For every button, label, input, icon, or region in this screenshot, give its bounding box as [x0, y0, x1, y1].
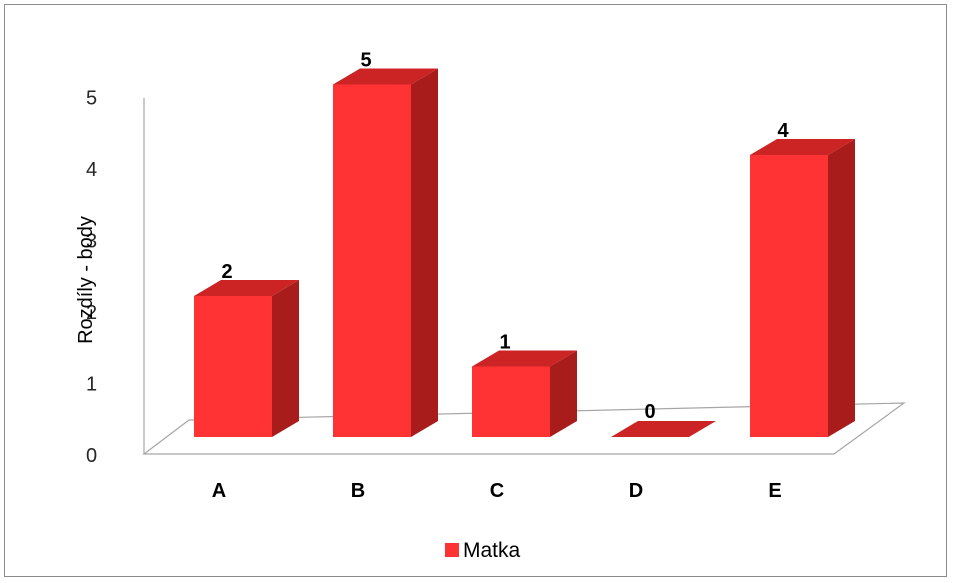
- bar-top: [472, 350, 577, 367]
- bar-side: [828, 139, 855, 437]
- bar-side: [272, 280, 299, 437]
- bar-side: [411, 68, 438, 437]
- bar-top: [611, 421, 716, 437]
- chart-floor: [142, 98, 906, 455]
- bar-front: [750, 155, 828, 437]
- y-tick-label: 3: [86, 231, 97, 253]
- bar-side: [550, 350, 577, 437]
- bar-front: [333, 84, 411, 437]
- data-label: 1: [499, 332, 510, 354]
- y-tick-label: 2: [86, 302, 97, 324]
- x-tick-label: C: [490, 480, 504, 502]
- bar-front: [194, 296, 272, 437]
- bar-A: [194, 280, 299, 437]
- bar-top: [750, 139, 855, 155]
- data-labels: 2 5 1 0 4: [221, 50, 789, 424]
- bars: [194, 68, 855, 437]
- data-label: 2: [221, 261, 232, 283]
- y-tick-label: 1: [86, 374, 97, 396]
- x-axis-categories: A B C D E: [212, 480, 782, 502]
- floor-plane: [142, 402, 906, 455]
- y-tick-label: 4: [86, 159, 97, 181]
- bar-B: [333, 68, 438, 437]
- data-label: 5: [360, 50, 371, 72]
- data-label: 0: [644, 401, 655, 423]
- data-label: 4: [777, 120, 789, 142]
- legend: Matka: [445, 539, 521, 562]
- x-tick-label: B: [351, 480, 365, 502]
- bar-D: [611, 421, 716, 437]
- bar-front: [472, 366, 550, 437]
- bar-top: [194, 280, 299, 296]
- x-tick-label: D: [629, 480, 643, 502]
- y-axis-label: Rozdíly - body: [75, 216, 97, 344]
- bar-C: [472, 350, 577, 437]
- legend-swatch: [445, 543, 459, 557]
- y-tick-label: 5: [86, 88, 97, 110]
- bar-top: [333, 68, 438, 85]
- y-tick-label: 0: [86, 445, 97, 467]
- y-axis-ticks: 0 1 2 3 4 5: [86, 88, 97, 468]
- bar-E: [750, 139, 855, 437]
- x-tick-label: A: [212, 480, 226, 502]
- legend-label: Matka: [463, 539, 521, 562]
- x-tick-label: E: [768, 480, 781, 502]
